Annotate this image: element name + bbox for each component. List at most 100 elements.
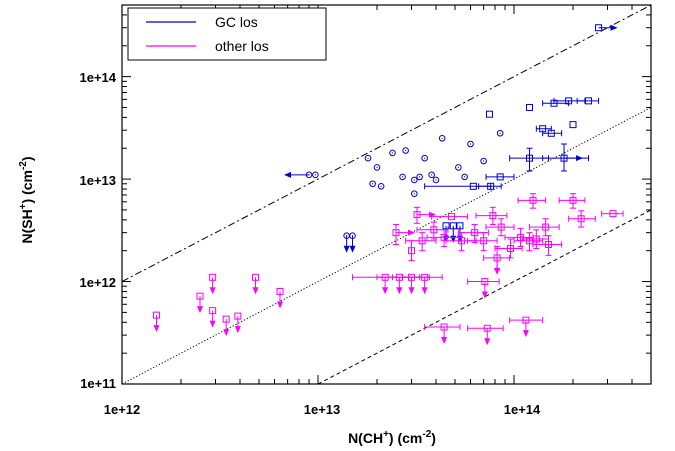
data-point	[153, 311, 161, 333]
square-marker	[449, 222, 457, 230]
square-marker	[560, 154, 568, 162]
x-axis-title-sup: +	[383, 429, 389, 440]
square-marker	[493, 254, 501, 262]
data-point	[209, 307, 217, 328]
y-axis-title-exp: -2	[18, 161, 29, 170]
circle-marker-center	[346, 235, 348, 237]
data-point	[209, 273, 217, 295]
upper-limit-arrow-head	[153, 325, 160, 333]
upper-limit-arrow-head	[343, 245, 350, 253]
circle-marker	[364, 154, 372, 162]
square-marker	[209, 273, 217, 281]
data-point	[405, 232, 437, 252]
x-axis-title-end: )	[431, 430, 436, 446]
upper-limit-arrow-head	[408, 287, 415, 295]
data-point	[601, 210, 624, 218]
data-point	[402, 147, 409, 154]
circle-marker-center	[499, 132, 501, 134]
square-marker	[440, 233, 448, 241]
data-point	[455, 164, 462, 171]
data-point	[485, 173, 515, 181]
y-axis-title-base: N(SH	[19, 209, 35, 243]
data-point	[494, 238, 523, 259]
square-marker	[456, 222, 464, 230]
circle-marker-center	[391, 152, 394, 154]
data-point	[408, 240, 416, 262]
data-point	[542, 143, 590, 172]
data-point	[517, 193, 547, 209]
data-point	[411, 176, 418, 184]
square-marker	[547, 129, 555, 137]
y-axis-title-unit: ) (cm	[19, 170, 35, 203]
square-marker	[542, 223, 550, 231]
data-point	[392, 224, 415, 245]
circle-marker	[411, 176, 418, 184]
square-marker	[469, 182, 477, 190]
data-point	[402, 273, 443, 295]
data-point	[513, 232, 544, 252]
data-point	[568, 210, 596, 228]
square-marker	[252, 273, 260, 281]
circle-marker-center	[483, 160, 485, 162]
square-marker	[569, 196, 577, 204]
x-tick-label: 1e+13	[304, 402, 341, 417]
data-point	[377, 183, 385, 190]
data-point	[343, 232, 350, 253]
data-point	[424, 323, 461, 345]
circle-marker	[438, 135, 446, 142]
square-marker	[609, 210, 617, 218]
circle-marker-center	[431, 174, 433, 176]
square-marker	[595, 24, 603, 32]
data-point	[369, 180, 376, 188]
data-point	[542, 129, 563, 137]
square-marker	[532, 235, 540, 243]
y-tick-label: 1e+13	[79, 173, 116, 188]
square-marker	[153, 311, 161, 319]
square-marker	[497, 223, 505, 231]
square-marker	[565, 97, 573, 105]
y-axis-title: N(SH+) (cm-2)	[18, 156, 35, 243]
square-marker	[448, 213, 456, 221]
square-marker	[430, 226, 438, 234]
square-marker	[529, 196, 537, 204]
upper-limit-arrow-head	[421, 287, 428, 295]
data-point	[509, 147, 550, 172]
circle-marker-center	[376, 166, 378, 169]
data-point	[478, 182, 502, 190]
circle-marker-center	[401, 176, 404, 178]
square-marker	[526, 237, 534, 245]
data-marks	[153, 24, 624, 346]
data-point	[431, 213, 469, 221]
lower-limit-arrow-head	[429, 211, 437, 218]
data-point	[416, 173, 423, 181]
circle-marker-center	[435, 179, 437, 181]
square-marker	[483, 324, 491, 332]
circle-marker-center	[457, 166, 459, 169]
circle-marker	[455, 164, 462, 171]
circle-marker	[432, 176, 440, 184]
square-marker	[487, 182, 495, 190]
square-marker	[526, 154, 534, 162]
data-point	[222, 315, 230, 337]
data-point	[432, 176, 440, 184]
data-point	[509, 316, 544, 338]
circle-marker-center	[419, 176, 421, 178]
square-marker	[421, 273, 429, 281]
square-marker	[569, 121, 577, 129]
x-tick-label: 1e+12	[104, 402, 141, 417]
square-marker	[480, 237, 488, 245]
lower-limit-arrow-head	[407, 229, 415, 236]
circle-marker	[399, 173, 406, 181]
upper-limit-arrow-head	[349, 245, 356, 253]
reference-lines	[121, 4, 652, 385]
data-point	[576, 97, 600, 105]
y-tick-label: 1e+14	[79, 70, 116, 85]
circle-marker	[496, 129, 504, 137]
circle-marker-center	[441, 137, 443, 139]
square-marker	[471, 229, 479, 237]
data-point	[276, 287, 284, 309]
square-marker	[442, 222, 450, 230]
data-point	[558, 193, 586, 209]
square-marker	[276, 287, 284, 295]
square-marker	[234, 312, 242, 320]
